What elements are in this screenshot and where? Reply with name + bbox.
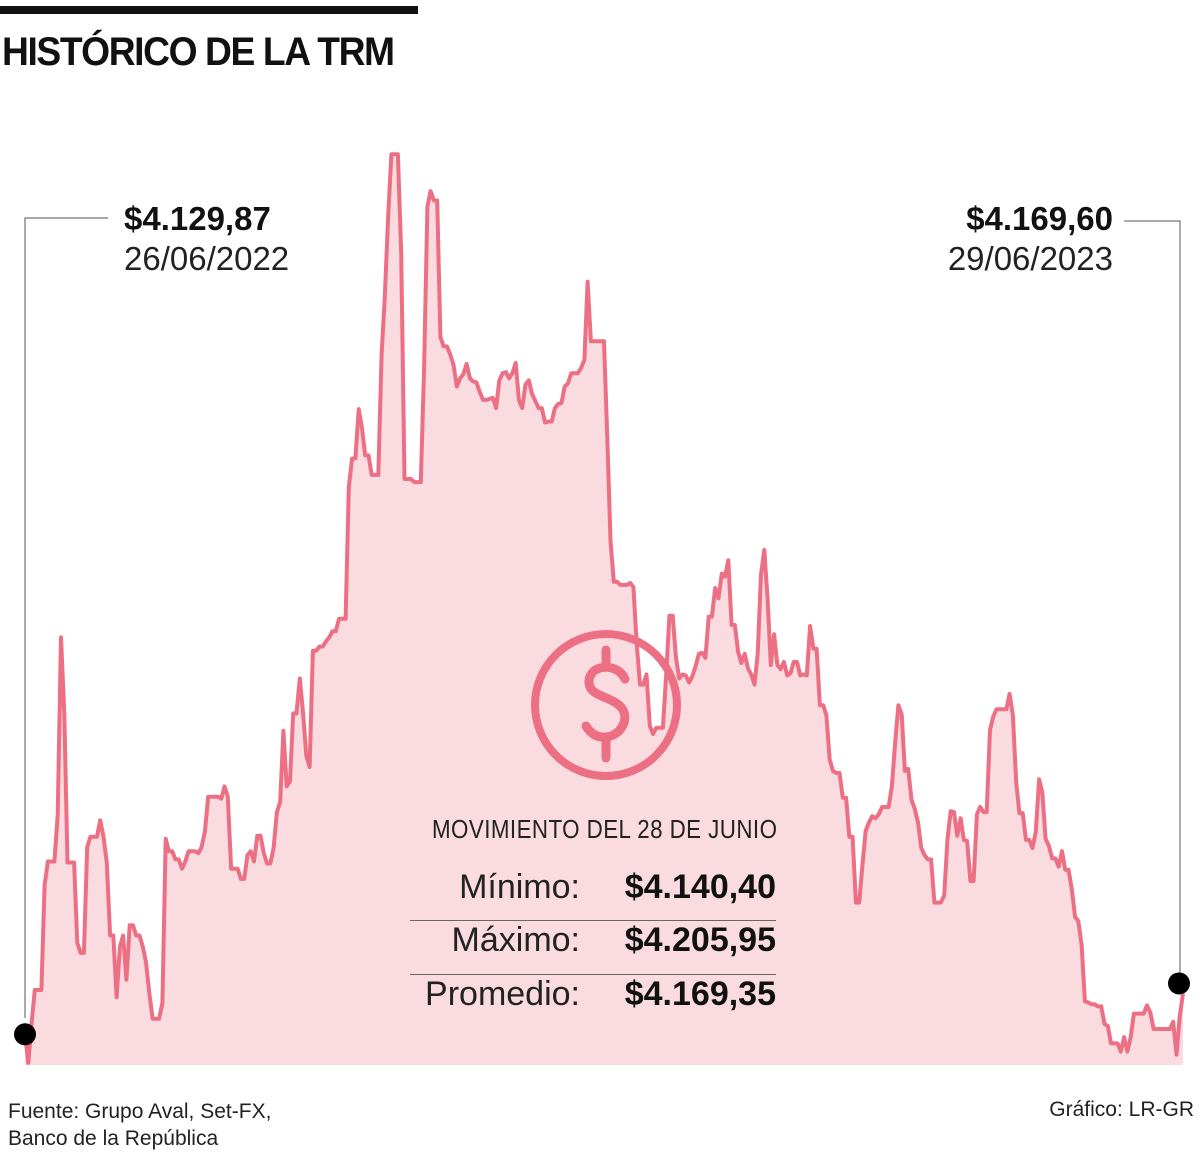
dollar-circle-icon xyxy=(531,630,681,780)
end-date: 29/06/2023 xyxy=(947,240,1113,277)
chart-title: HISTÓRICO DE LA TRM xyxy=(2,30,395,74)
start-point-marker xyxy=(14,1023,36,1046)
trm-area-fill xyxy=(25,154,1183,1065)
source-line-1: Fuente: Grupo Aval, Set-FX, xyxy=(8,1100,272,1123)
stat-label-min: Mínimo: xyxy=(459,868,580,906)
end-leader-line xyxy=(1124,220,1181,975)
start-value: $4.129,87 xyxy=(124,200,271,237)
source-note: Fuente: Grupo Aval, Set-FX, Banco de la … xyxy=(8,1098,271,1152)
start-leader-line xyxy=(24,217,108,1018)
source-line-2: Banco de la República xyxy=(8,1127,219,1150)
stat-value-max: $4.205,95 xyxy=(624,921,776,959)
trm-series-line xyxy=(23,152,1185,1065)
summary-title: MOVIMIENTO DEL 28 DE JUNIO xyxy=(432,814,778,844)
end-point-marker xyxy=(1168,972,1190,995)
end-value: $4.169,60 xyxy=(966,200,1113,237)
stat-value-avg: $4.169,35 xyxy=(624,975,776,1013)
stat-value-min: $4.140,40 xyxy=(624,868,776,906)
start-date: 26/06/2022 xyxy=(124,240,290,277)
stat-row-max: Máximo: $4.205,95 xyxy=(410,920,776,973)
title-bar xyxy=(0,6,418,14)
credit-note: Gráfico: LR-GR xyxy=(1049,1098,1194,1121)
stat-label-max: Máximo: xyxy=(451,921,580,959)
stat-row-min: Mínimo: $4.140,40 xyxy=(410,868,776,920)
stat-label-avg: Promedio: xyxy=(425,975,580,1013)
stat-row-avg: Promedio: $4.169,35 xyxy=(410,974,776,1027)
